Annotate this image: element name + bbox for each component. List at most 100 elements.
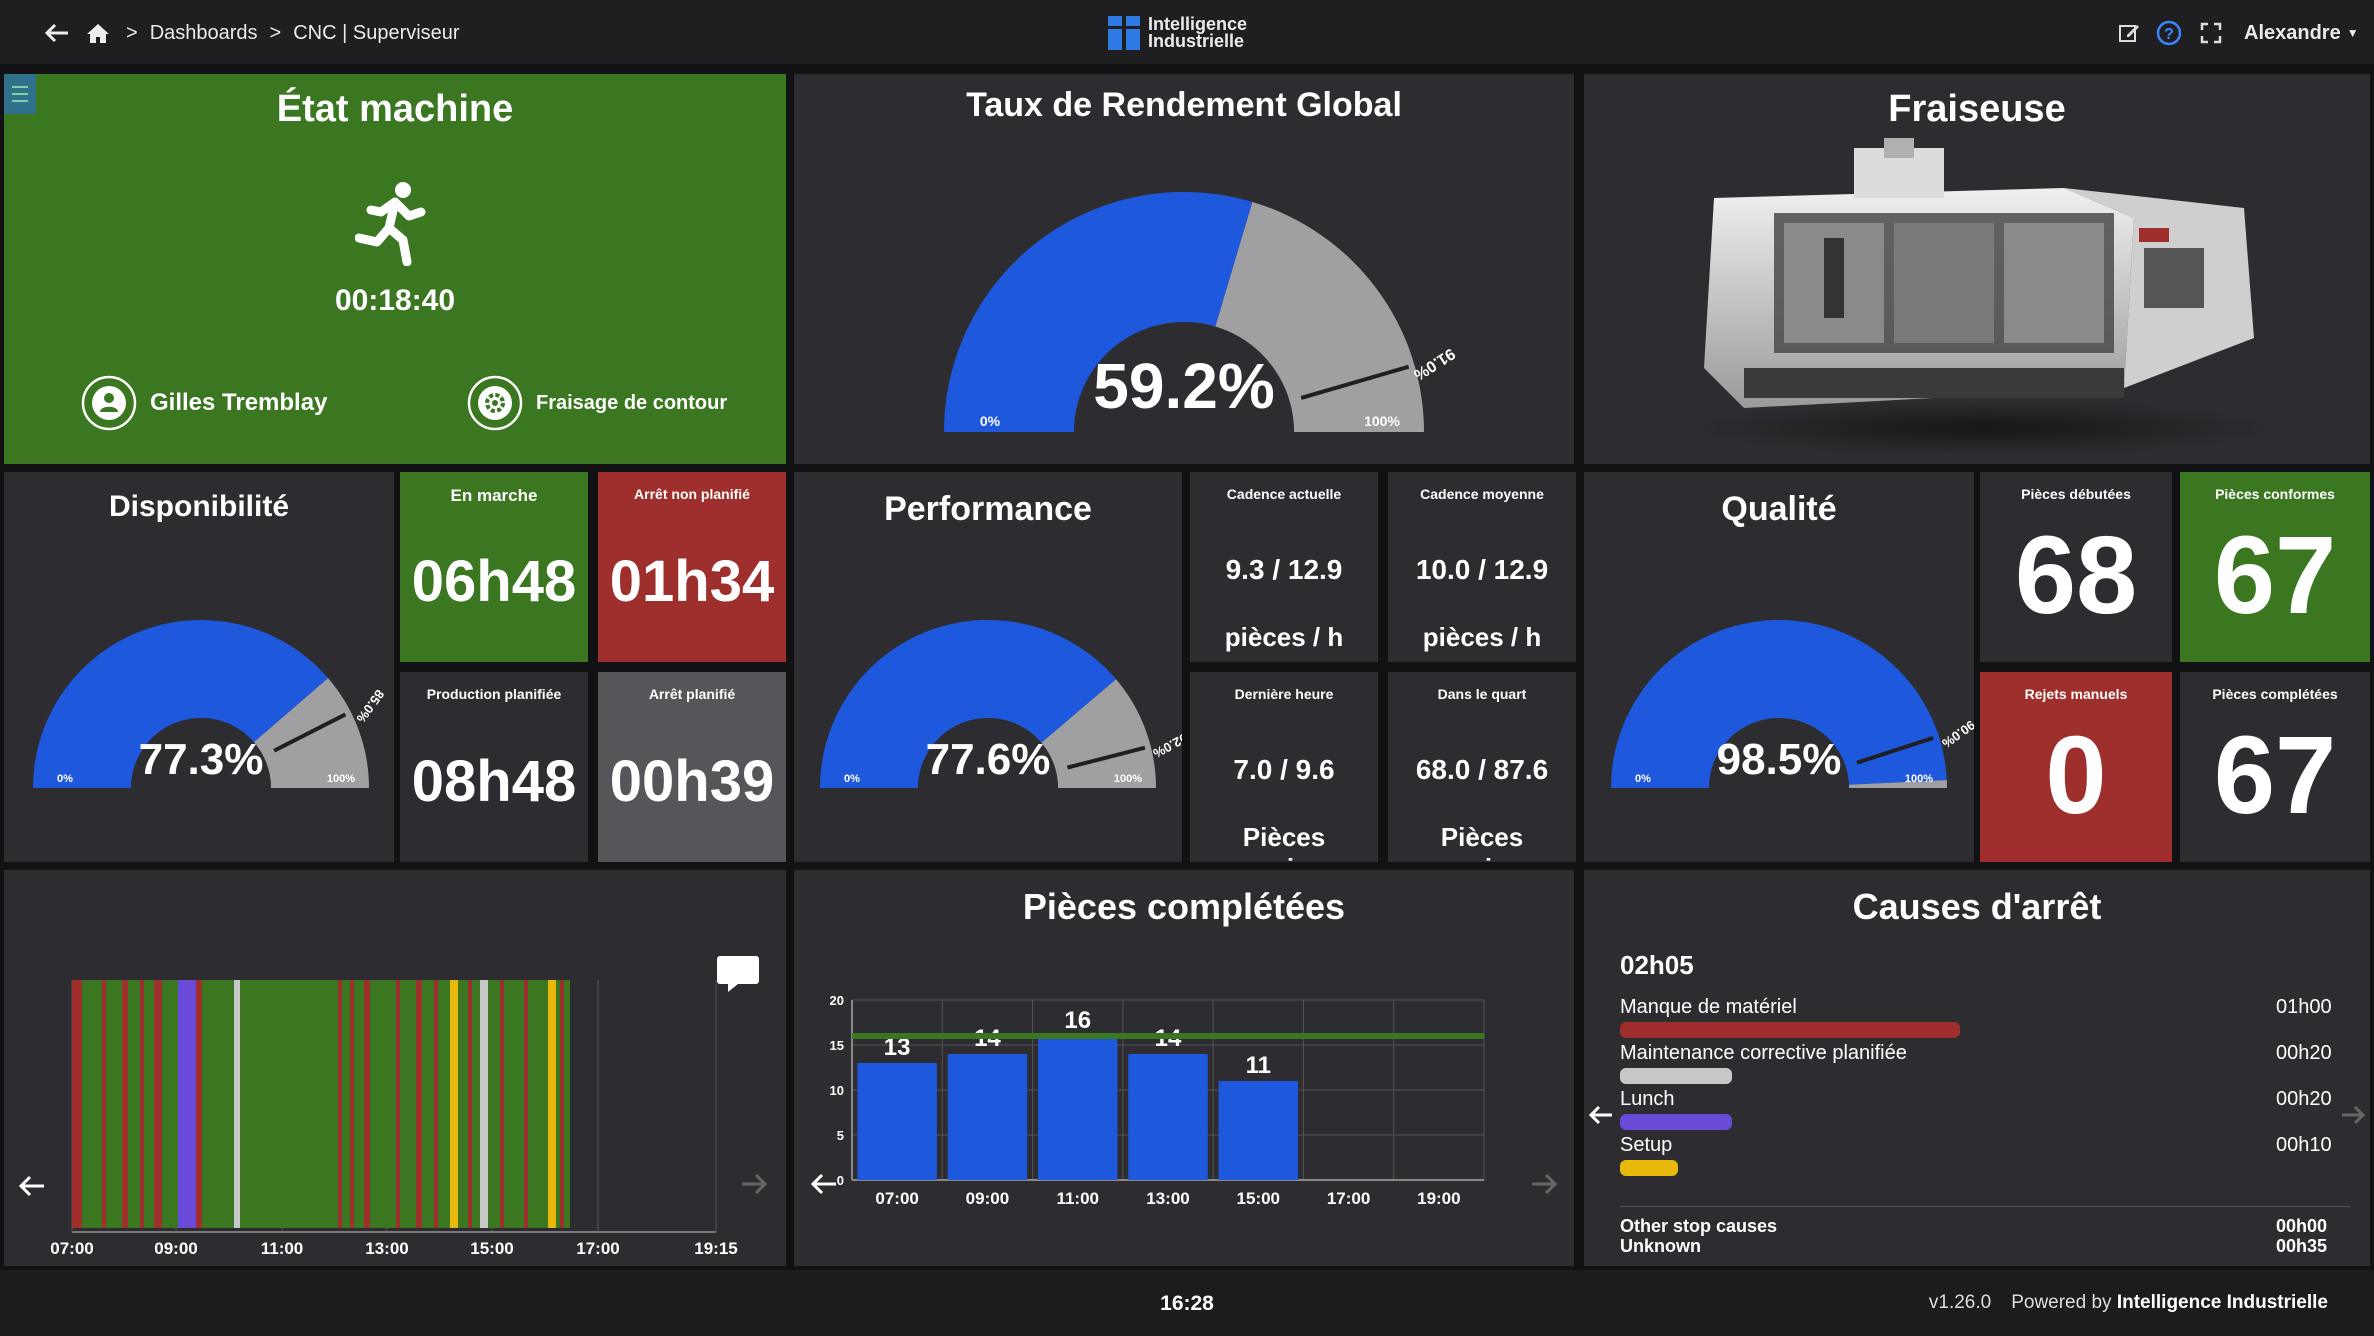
qual-gauge-value: 98.5%: [1717, 735, 1842, 784]
parts-chart-panel: Pièces complétées 0510152007:001309:0014…: [794, 870, 1574, 1266]
stop-causes-title: Causes d'arrêt: [1852, 886, 2102, 927]
chart-x-tick: 17:00: [1327, 1189, 1370, 1208]
perf-gauge-hub: [918, 718, 1058, 788]
tile-label: Pièces débutées: [2021, 486, 2131, 502]
trg-gauge-target-marker: [1300, 364, 1410, 400]
machine-state-title: État machine: [276, 88, 514, 130]
chart-bar: [1128, 1054, 1208, 1180]
tile-value: 01h34: [609, 549, 775, 614]
tile-label: Dans le quart: [1437, 686, 1527, 702]
other-causes-label: Other stop causes: [1620, 1216, 1778, 1236]
tile-value: 7.0 / 9.6: [1233, 754, 1335, 785]
chevron-down-icon: ▼: [2346, 26, 2359, 40]
quality-panel: Qualité 98.5% 0% 100% 90.0%: [1584, 472, 1974, 862]
timeline-stops: [72, 980, 564, 1228]
tile-value: 00h39: [609, 749, 775, 814]
trg-gauge-target-label: 91.0%: [1410, 344, 1457, 383]
user-name: Alexandre: [2244, 21, 2341, 44]
cause-label: Manque de matériel: [1620, 996, 1797, 1018]
chart-x-tick: 19:00: [1417, 1189, 1460, 1208]
performance-title: Performance: [884, 490, 1092, 528]
tile-value: 68: [2014, 514, 2138, 637]
performance-gauge: 77.6% 0% 100% 92.0%: [820, 620, 1182, 788]
breadcrumb: > Dashboards > CNC | Superviseur: [126, 0, 460, 66]
breadcrumb-separator: >: [126, 21, 138, 44]
home-icon[interactable]: [86, 0, 110, 66]
timeline-tick: 09:00: [154, 1239, 197, 1258]
cause-bar: [1620, 1114, 1733, 1130]
operation[interactable]: Fraisage de contour: [466, 374, 727, 432]
tile-unit: pièces / h: [1422, 622, 1542, 652]
chart-bar: [1218, 1081, 1299, 1180]
trg-title: Taux de Rendement Global: [966, 86, 1402, 124]
breadcrumb-dashboards[interactable]: Dashboards: [149, 21, 258, 44]
top-bar: > Dashboards > CNC | Superviseur Intelli…: [0, 0, 2374, 66]
tile-value: 06h48: [411, 549, 577, 614]
chart-y-tick: 0: [837, 1173, 844, 1188]
cause-time: 01h00: [2276, 996, 2332, 1018]
chart-x-tick: 07:00: [875, 1189, 918, 1208]
perf-gauge-min: 0%: [844, 773, 860, 785]
chart-y-tick: 5: [837, 1128, 844, 1143]
powered-by: Powered by: [2011, 1292, 2112, 1313]
chart-y-tick: 20: [830, 993, 844, 1008]
tile-label: Cadence moyenne: [1420, 486, 1544, 502]
svg-text:?: ?: [2164, 26, 2174, 43]
edit-icon[interactable]: [2118, 0, 2140, 66]
unknown-time: 00h35: [2276, 1236, 2328, 1256]
causes-prev-arrow-icon[interactable]: [1588, 1104, 1614, 1131]
tile-label: Cadence actuelle: [1226, 486, 1342, 502]
comment-icon[interactable]: [716, 954, 760, 994]
fullscreen-icon[interactable]: [2200, 0, 2222, 66]
chart-bar: [857, 1063, 937, 1180]
tile-unit: pièces / h: [1224, 622, 1344, 652]
qual-gauge-remaining-arc: [1848, 780, 1947, 788]
running-person-icon: [355, 182, 426, 266]
unknown-label: Unknown: [1620, 1236, 1701, 1256]
brand-line2: Industrielle: [1148, 31, 1245, 51]
cause-bar: [1620, 1160, 1678, 1176]
menu-toggle-icon[interactable]: [4, 74, 36, 114]
cause-label: Setup: [1620, 1134, 1673, 1156]
chart-bar: [947, 1054, 1028, 1180]
tile-unit: Pièces requises: [1429, 822, 1536, 862]
chart-x-tick: 11:00: [1056, 1189, 1099, 1208]
perf-gauge-max: 100%: [1114, 773, 1142, 785]
chart-y-tick: 15: [830, 1038, 844, 1053]
chart-bar: [1037, 1036, 1118, 1180]
parts-chart-title: Pièces complétées: [1022, 886, 1346, 927]
back-icon[interactable]: [44, 0, 70, 66]
chart-bar-label: 16: [1064, 1007, 1091, 1034]
tile-pieces-debutees: Pièces débutées 68: [1980, 472, 2172, 662]
operator[interactable]: Gilles Tremblay: [80, 374, 327, 432]
quality-gauge: 98.5% 0% 100% 90.0%: [1611, 619, 1974, 788]
chart-prev-arrow-icon[interactable]: [810, 1172, 838, 1201]
availability-panel: Disponibilité 77.3% 0% 100% 85.0%: [4, 472, 394, 862]
causes-next-arrow-icon[interactable]: [2340, 1104, 2366, 1131]
timeline-tick: 11:00: [261, 1239, 304, 1258]
timeline-prev-arrow-icon[interactable]: [18, 1172, 46, 1206]
dispo-gauge-value: 77.3%: [139, 735, 264, 784]
footer-clock: 16:28: [1160, 1292, 1214, 1315]
tile-dans-le-quart: Dans le quart 68.0 / 87.6 Pièces requise…: [1388, 672, 1576, 862]
parts-bar-chart: 0510152007:001309:001411:001613:001415:0…: [830, 993, 1485, 1208]
cause-time: 00h20: [2276, 1088, 2332, 1110]
chart-x-tick: 13:00: [1146, 1189, 1189, 1208]
qual-gauge-min: 0%: [1635, 773, 1651, 785]
breadcrumb-separator: >: [269, 21, 282, 44]
tile-value: 10.0 / 12.9: [1415, 554, 1549, 585]
divider: [1620, 1206, 2350, 1207]
timeline-next-arrow-icon[interactable]: [740, 1172, 768, 1201]
user-menu[interactable]: Alexandre ▼: [2244, 0, 2359, 66]
chart-next-arrow-icon[interactable]: [1530, 1172, 1558, 1201]
tile-en-marche: En marche 06h48: [400, 472, 588, 662]
help-icon[interactable]: ?: [2156, 0, 2182, 66]
dispo-gauge-target-label: 85.0%: [353, 687, 387, 726]
trg-panel: Taux de Rendement Global 59.2% 0% 100% 91.0…: [794, 74, 1574, 464]
footer-credits: v1.26.0 Powered by Intelligence Industri…: [1929, 1292, 2328, 1314]
chart-x-tick: 09:00: [966, 1189, 1009, 1208]
dashboard-grid: État machine 00:18:40 Gilles Tremblay Fr…: [0, 66, 2374, 1270]
footer: 16:28 v1.26.0 Powered by Intelligence In…: [0, 1270, 2374, 1336]
powered-brand: Intelligence Industrielle: [2116, 1292, 2328, 1313]
trg-gauge-min: 0%: [980, 413, 1001, 429]
